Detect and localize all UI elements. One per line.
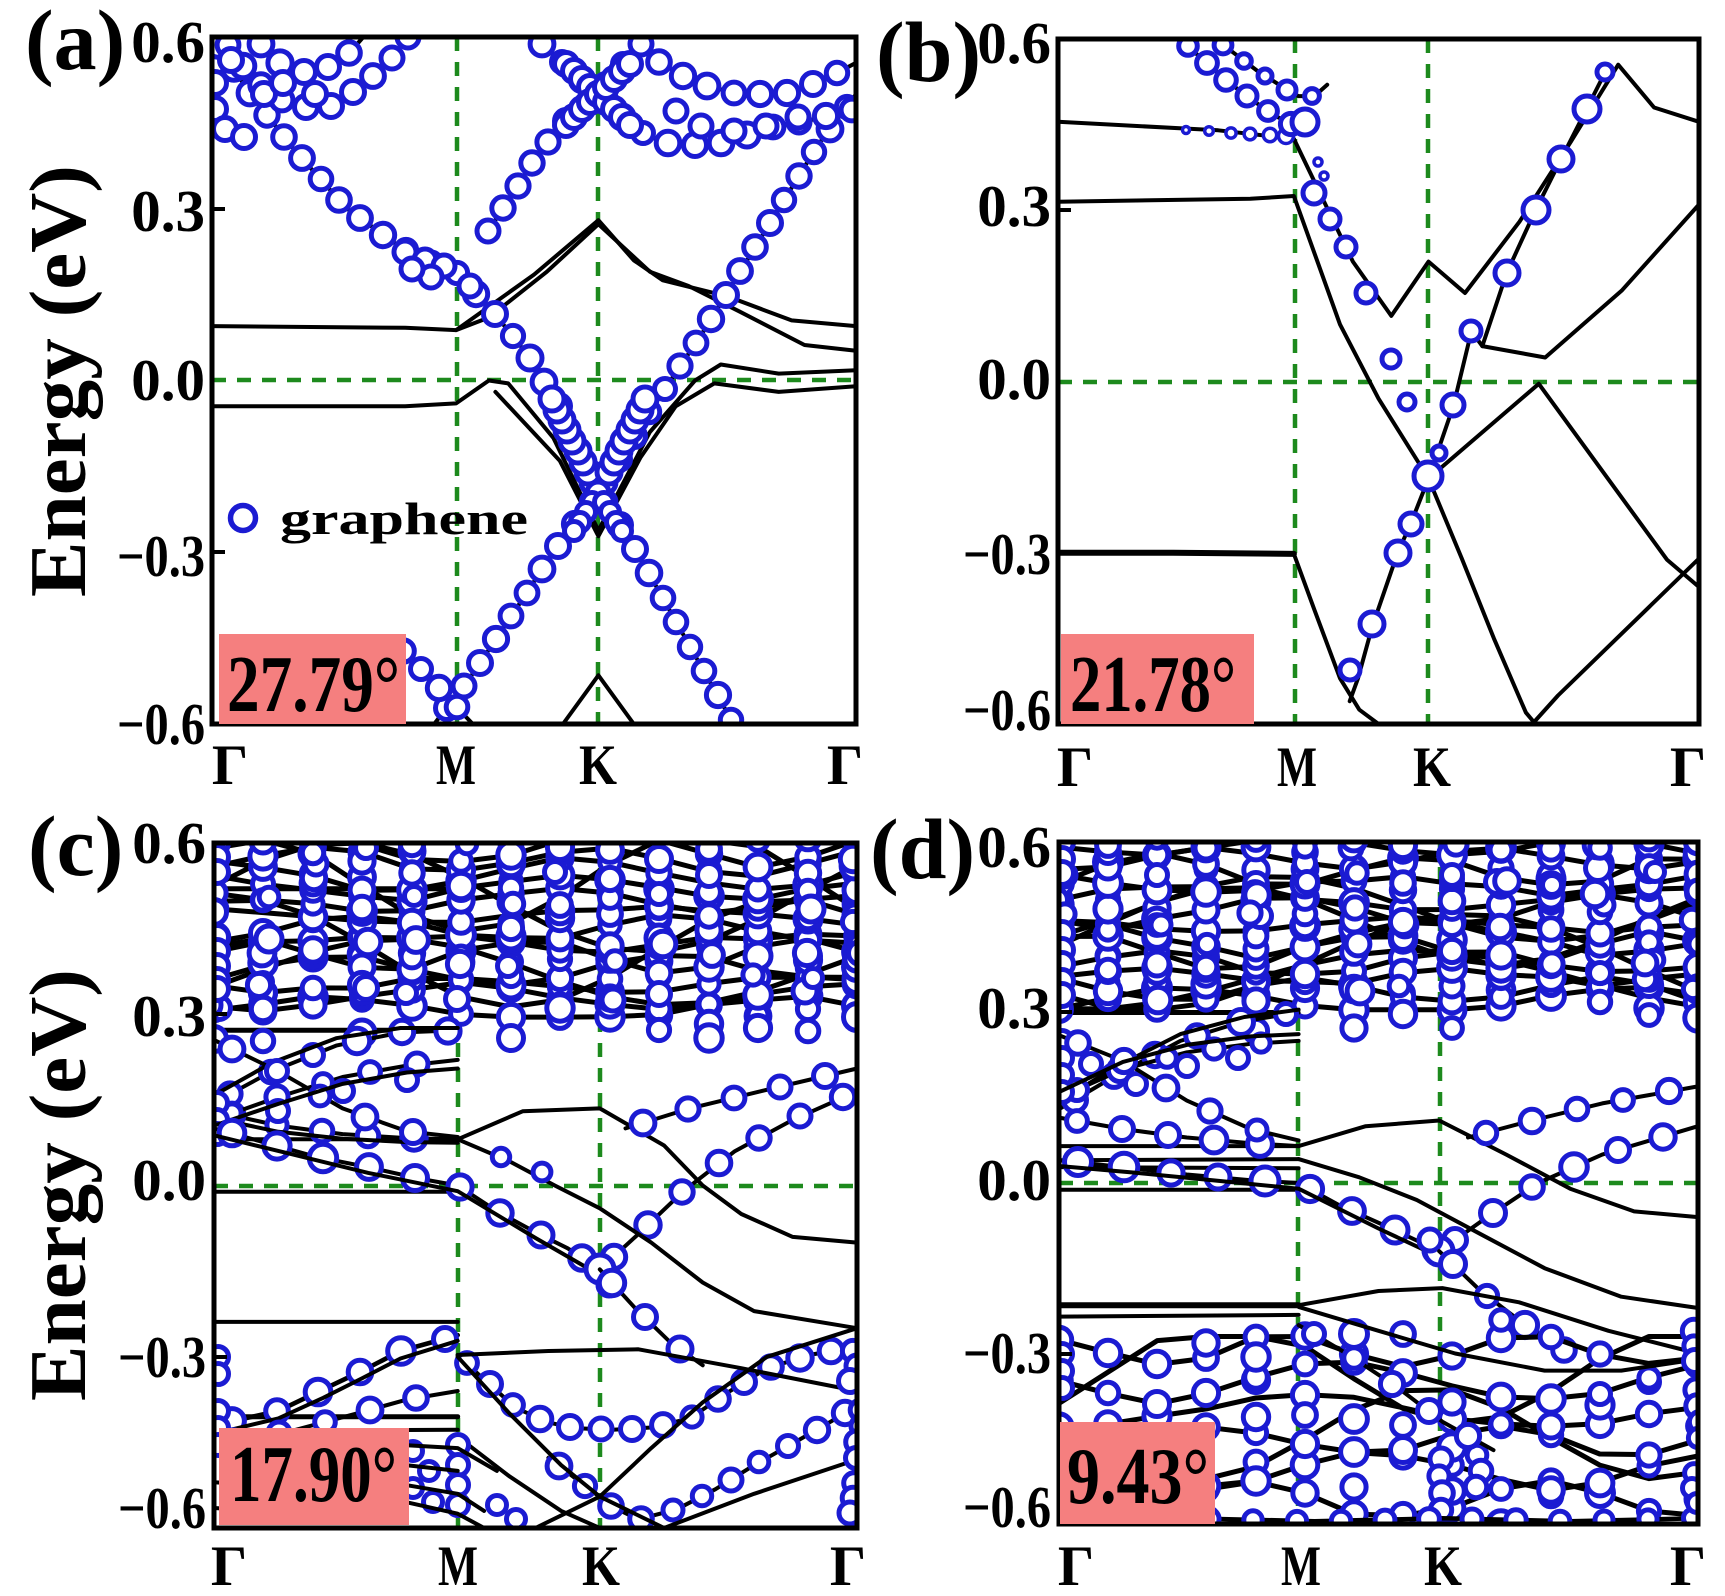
svg-text:K: K bbox=[1424, 1535, 1462, 1596]
svg-text:21.78°: 21.78° bbox=[1070, 641, 1236, 729]
svg-text:27.79°: 27.79° bbox=[227, 641, 400, 729]
svg-text:−0.3: −0.3 bbox=[118, 1324, 206, 1390]
svg-text:Γ: Γ bbox=[1670, 736, 1706, 799]
svg-text:0.0: 0.0 bbox=[977, 1147, 1051, 1213]
svg-text:−0.3: −0.3 bbox=[963, 521, 1051, 587]
svg-text:(a): (a) bbox=[25, 0, 125, 88]
svg-text:Γ: Γ bbox=[830, 1535, 866, 1596]
svg-text:M: M bbox=[1277, 736, 1317, 799]
svg-text:M: M bbox=[436, 734, 476, 797]
svg-text:9.43°: 9.43° bbox=[1067, 1433, 1209, 1521]
svg-text:(d): (d) bbox=[870, 801, 975, 897]
svg-text:graphene: graphene bbox=[280, 493, 528, 544]
svg-text:Γ: Γ bbox=[211, 1535, 247, 1596]
svg-text:K: K bbox=[1413, 736, 1451, 799]
svg-text:Energy (eV): Energy (eV) bbox=[15, 165, 103, 597]
svg-text:0.3: 0.3 bbox=[977, 975, 1051, 1041]
svg-text:K: K bbox=[579, 734, 617, 797]
svg-text:Γ: Γ bbox=[1670, 1535, 1706, 1596]
svg-text:Γ: Γ bbox=[827, 734, 863, 797]
svg-text:−0.6: −0.6 bbox=[963, 1474, 1051, 1540]
svg-text:Γ: Γ bbox=[212, 734, 248, 797]
svg-text:0.0: 0.0 bbox=[131, 347, 205, 413]
svg-text:Energy (eV): Energy (eV) bbox=[15, 969, 103, 1401]
svg-text:0.3: 0.3 bbox=[131, 178, 205, 244]
svg-text:−0.3: −0.3 bbox=[963, 1320, 1051, 1386]
svg-text:(b): (b) bbox=[876, 4, 981, 100]
svg-text:Γ: Γ bbox=[1058, 1535, 1094, 1596]
svg-text:0.0: 0.0 bbox=[977, 346, 1051, 412]
svg-text:0.3: 0.3 bbox=[977, 173, 1051, 239]
svg-text:0.6: 0.6 bbox=[977, 10, 1051, 76]
svg-text:(c): (c) bbox=[28, 798, 123, 894]
svg-text:−0.3: −0.3 bbox=[117, 523, 205, 589]
svg-text:0.0: 0.0 bbox=[132, 1147, 206, 1213]
svg-text:0.6: 0.6 bbox=[131, 9, 205, 75]
svg-text:0.3: 0.3 bbox=[132, 983, 206, 1049]
svg-text:0.6: 0.6 bbox=[132, 810, 206, 876]
svg-text:−0.6: −0.6 bbox=[117, 691, 205, 757]
svg-text:−0.6: −0.6 bbox=[963, 677, 1051, 743]
svg-text:M: M bbox=[1281, 1535, 1321, 1596]
svg-text:−0.6: −0.6 bbox=[118, 1475, 206, 1541]
svg-text:0.6: 0.6 bbox=[977, 814, 1051, 880]
svg-text:17.90°: 17.90° bbox=[230, 1431, 397, 1519]
svg-text:M: M bbox=[438, 1535, 478, 1596]
svg-text:K: K bbox=[582, 1535, 620, 1596]
svg-text:Γ: Γ bbox=[1057, 736, 1093, 799]
